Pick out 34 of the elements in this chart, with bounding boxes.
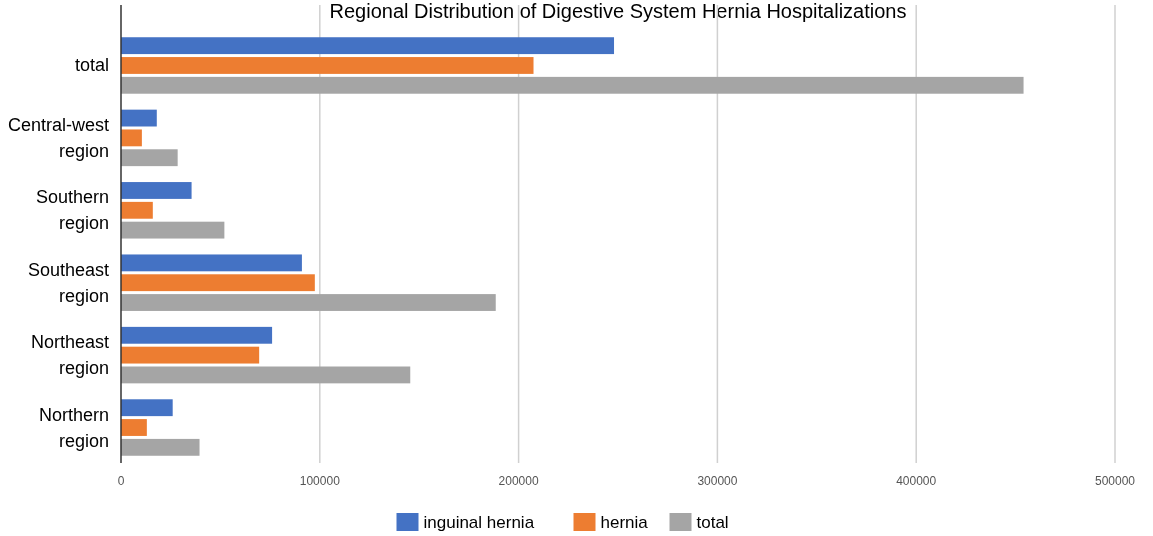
- y-tick-label: Southern region: [35, 187, 109, 234]
- x-tick-label: 0: [117, 474, 125, 488]
- x-tick-label: 300000: [697, 474, 738, 488]
- x-tick-label: 400000: [896, 474, 937, 488]
- bar: [121, 109, 157, 127]
- x-tick-label: 200000: [498, 474, 539, 488]
- bar: [121, 399, 173, 417]
- bar: [121, 419, 147, 436]
- bar: [121, 149, 178, 167]
- y-tick-label: Northeast region: [30, 332, 109, 379]
- bar: [121, 37, 615, 55]
- y-tick-label: total: [74, 55, 109, 76]
- legend-label: total: [696, 513, 729, 532]
- y-tick-label: Central-west region: [7, 114, 109, 161]
- bar: [121, 76, 1024, 94]
- chart-title: Regional Distribution of Digestive System Hernia Hospitalizations: [329, 0, 907, 22]
- bar: [121, 254, 302, 272]
- bar: [121, 294, 496, 311]
- bar: [121, 57, 534, 74]
- bar: [121, 182, 192, 199]
- y-tick-label: Northern region: [38, 404, 109, 451]
- bar: [121, 438, 200, 456]
- bar: [121, 201, 153, 219]
- y-tick-label: Southeast region: [27, 259, 109, 306]
- bar: [121, 129, 142, 147]
- bar: [121, 346, 260, 364]
- bar: [121, 274, 315, 292]
- bar: [121, 326, 273, 344]
- bar: [121, 366, 411, 384]
- legend-label: hernia: [600, 513, 649, 532]
- legend-label: inguinal hernia: [423, 513, 535, 532]
- bar: [121, 221, 225, 239]
- x-tick-label: 500000: [1094, 474, 1136, 488]
- x-tick-label: 100000: [299, 474, 341, 488]
